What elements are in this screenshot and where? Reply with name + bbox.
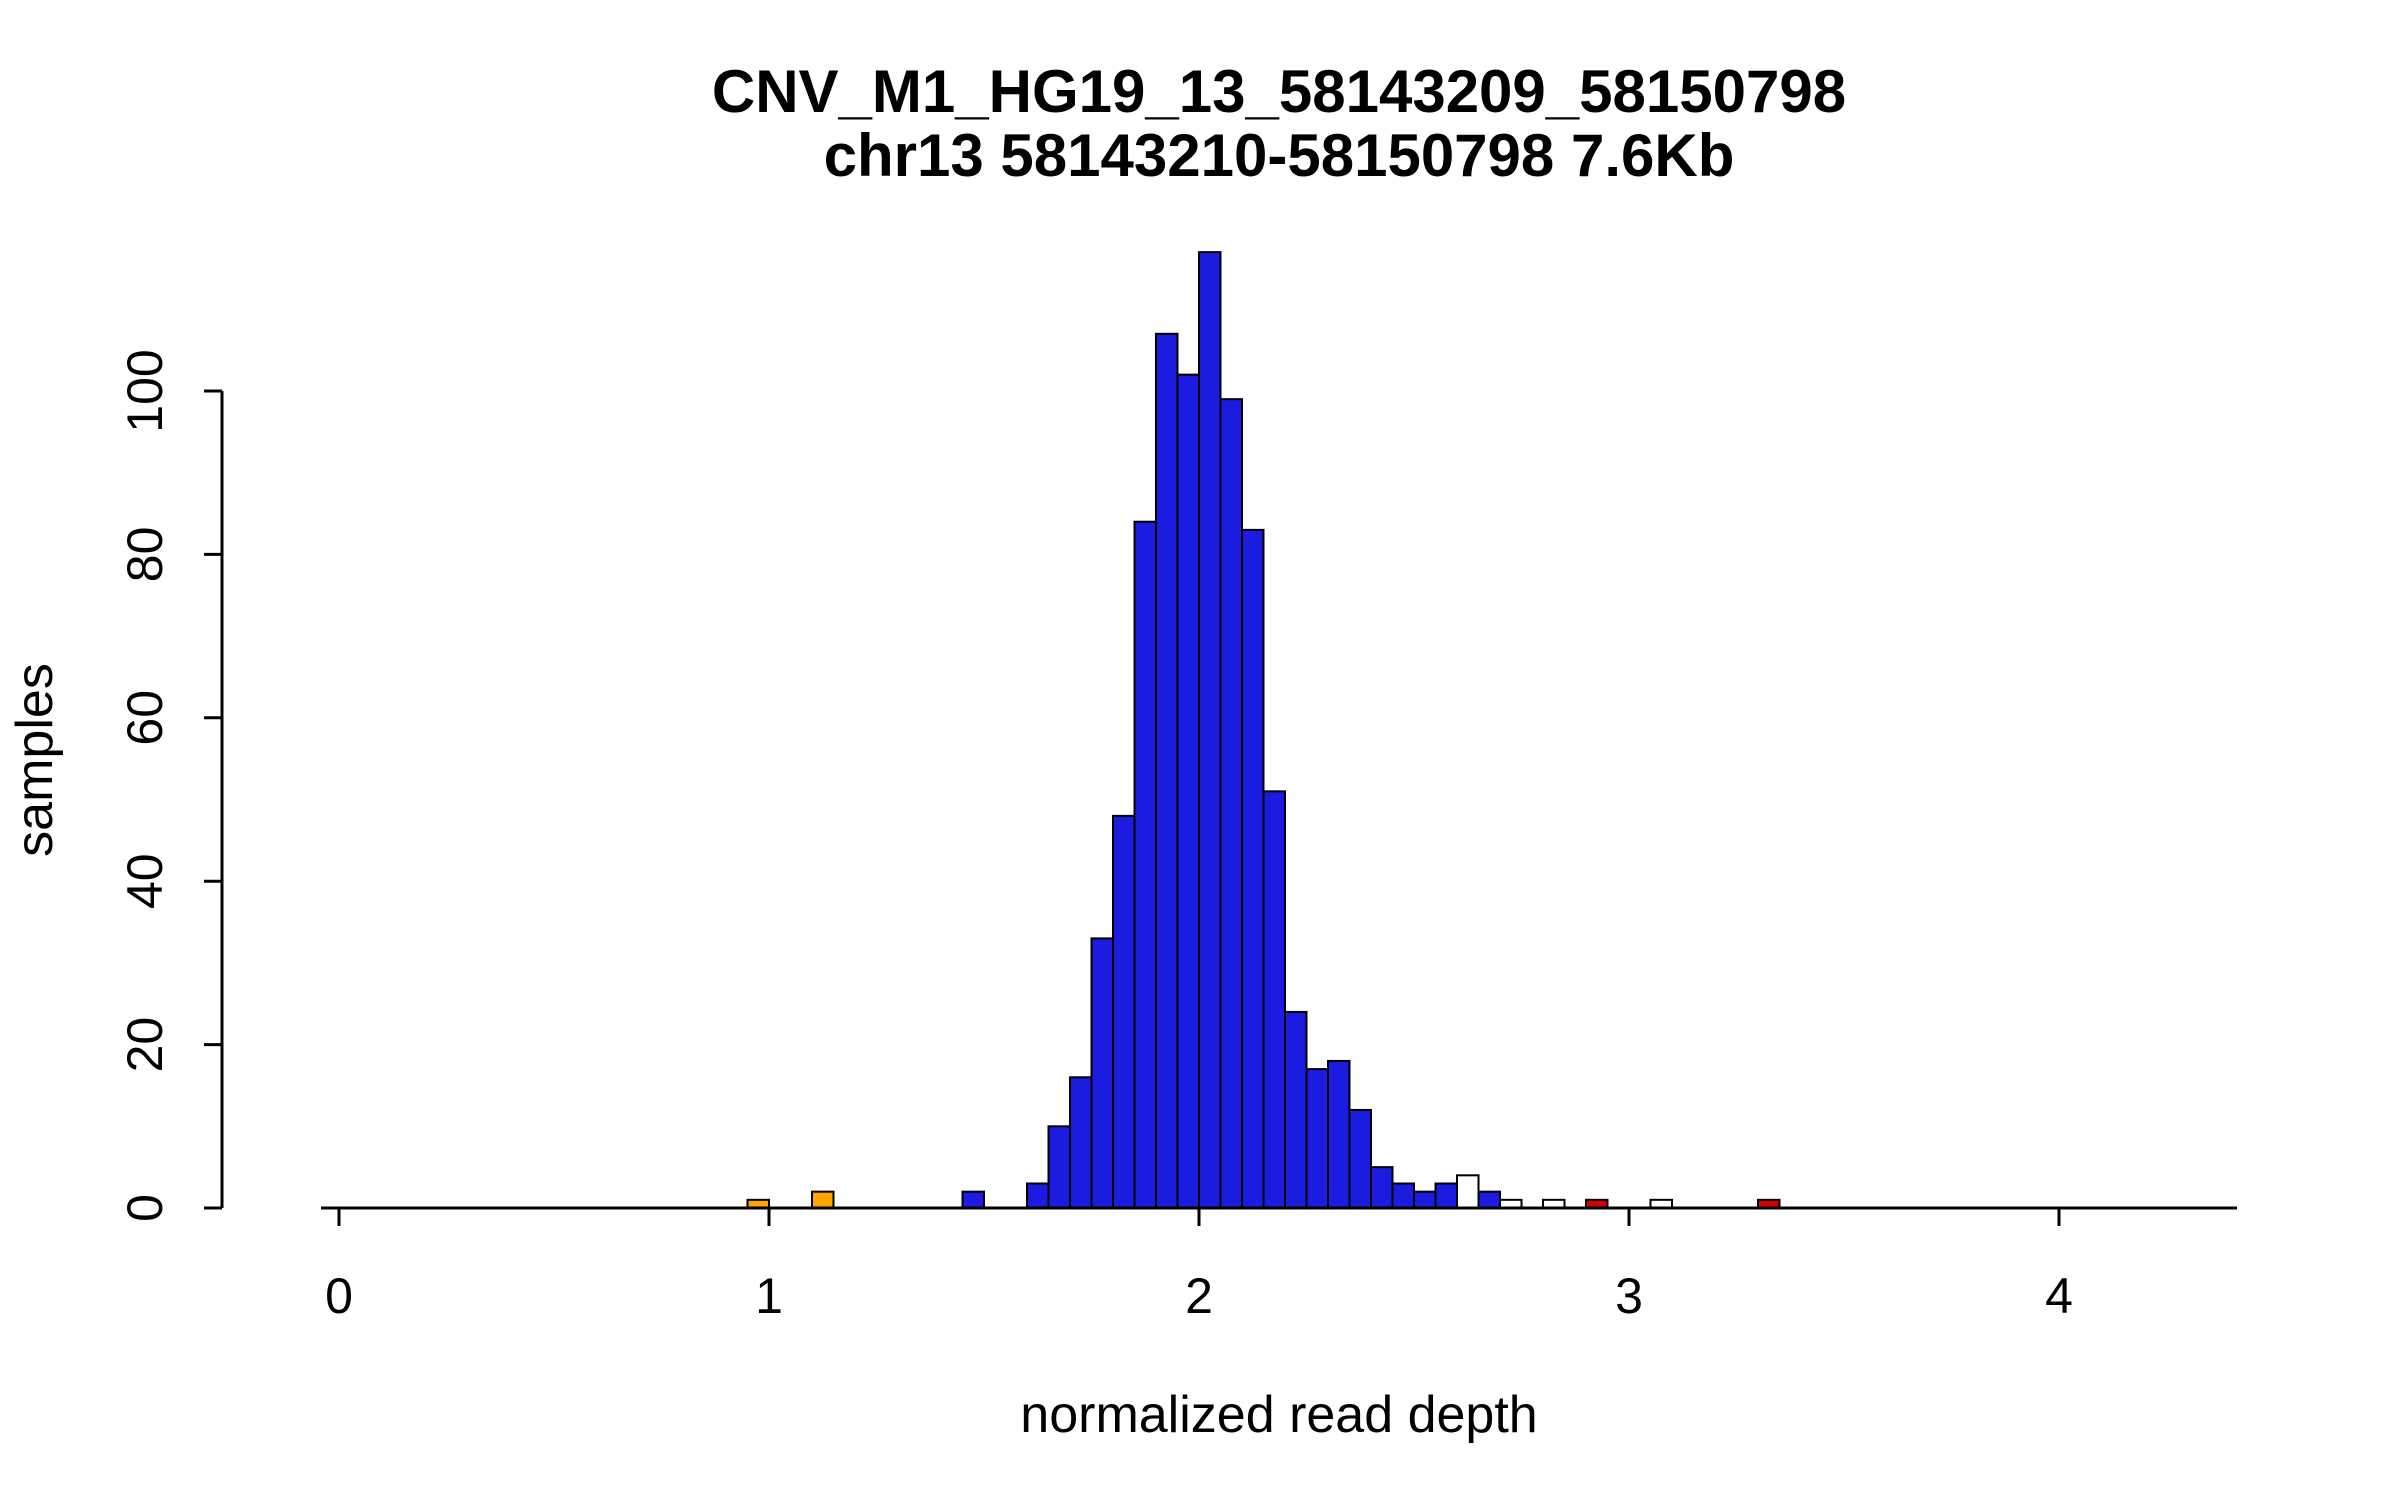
x-tick-label: 1 bbox=[755, 1268, 783, 1324]
y-tick-label: 20 bbox=[117, 1017, 173, 1073]
histogram-bar bbox=[1198, 251, 1222, 1210]
histogram-bar bbox=[1133, 520, 1157, 1209]
histogram-bar bbox=[1176, 373, 1200, 1210]
histogram-bar bbox=[1477, 1190, 1501, 1210]
histogram-bar bbox=[1434, 1182, 1458, 1209]
histogram-bar bbox=[961, 1190, 985, 1210]
y-tick-label: 40 bbox=[117, 853, 173, 909]
chart-subtitle: chr13 58143210-58150798 7.6Kb bbox=[824, 122, 1735, 189]
histogram-bar bbox=[1219, 398, 1243, 1210]
histogram-bar bbox=[1047, 1125, 1071, 1210]
histogram-bar bbox=[1090, 937, 1114, 1209]
histogram-bar bbox=[1262, 790, 1286, 1210]
histogram-bar bbox=[1456, 1174, 1480, 1209]
y-tick-label: 60 bbox=[117, 690, 173, 746]
y-axis-label: samples bbox=[6, 663, 64, 857]
histogram-bar bbox=[1348, 1108, 1372, 1209]
histogram-bar bbox=[1284, 1010, 1308, 1209]
histogram-bar bbox=[1241, 528, 1265, 1209]
x-tick-label: 3 bbox=[1615, 1268, 1643, 1324]
y-tick-label: 0 bbox=[117, 1194, 173, 1222]
histogram-bar bbox=[1069, 1076, 1093, 1210]
histogram-bar bbox=[1370, 1166, 1394, 1210]
x-tick-label: 4 bbox=[2045, 1268, 2073, 1324]
histogram-bars bbox=[746, 251, 1781, 1210]
x-tick-label: 2 bbox=[1185, 1268, 1213, 1324]
histogram-bar bbox=[1413, 1190, 1437, 1210]
histogram-bar bbox=[1305, 1068, 1329, 1209]
histogram-bar bbox=[811, 1190, 835, 1210]
y-tick-label: 80 bbox=[117, 527, 173, 583]
histogram-bar bbox=[1112, 814, 1136, 1210]
x-tick-label: 0 bbox=[325, 1268, 353, 1324]
histogram-bar bbox=[1391, 1182, 1415, 1209]
x-axis-label: normalized read depth bbox=[1020, 1386, 1537, 1444]
x-axis: 0 1 2 3 4 bbox=[321, 1206, 2237, 1324]
y-tick-label: 100 bbox=[117, 349, 173, 432]
chart-title: CNV_M1_HG19_13_58143209_58150798 bbox=[712, 58, 1846, 125]
histogram-bar bbox=[1327, 1059, 1351, 1209]
histogram-bar bbox=[1026, 1182, 1050, 1209]
histogram-bar bbox=[1155, 332, 1179, 1209]
y-axis: 0 20 40 60 80 100 bbox=[117, 349, 224, 1222]
